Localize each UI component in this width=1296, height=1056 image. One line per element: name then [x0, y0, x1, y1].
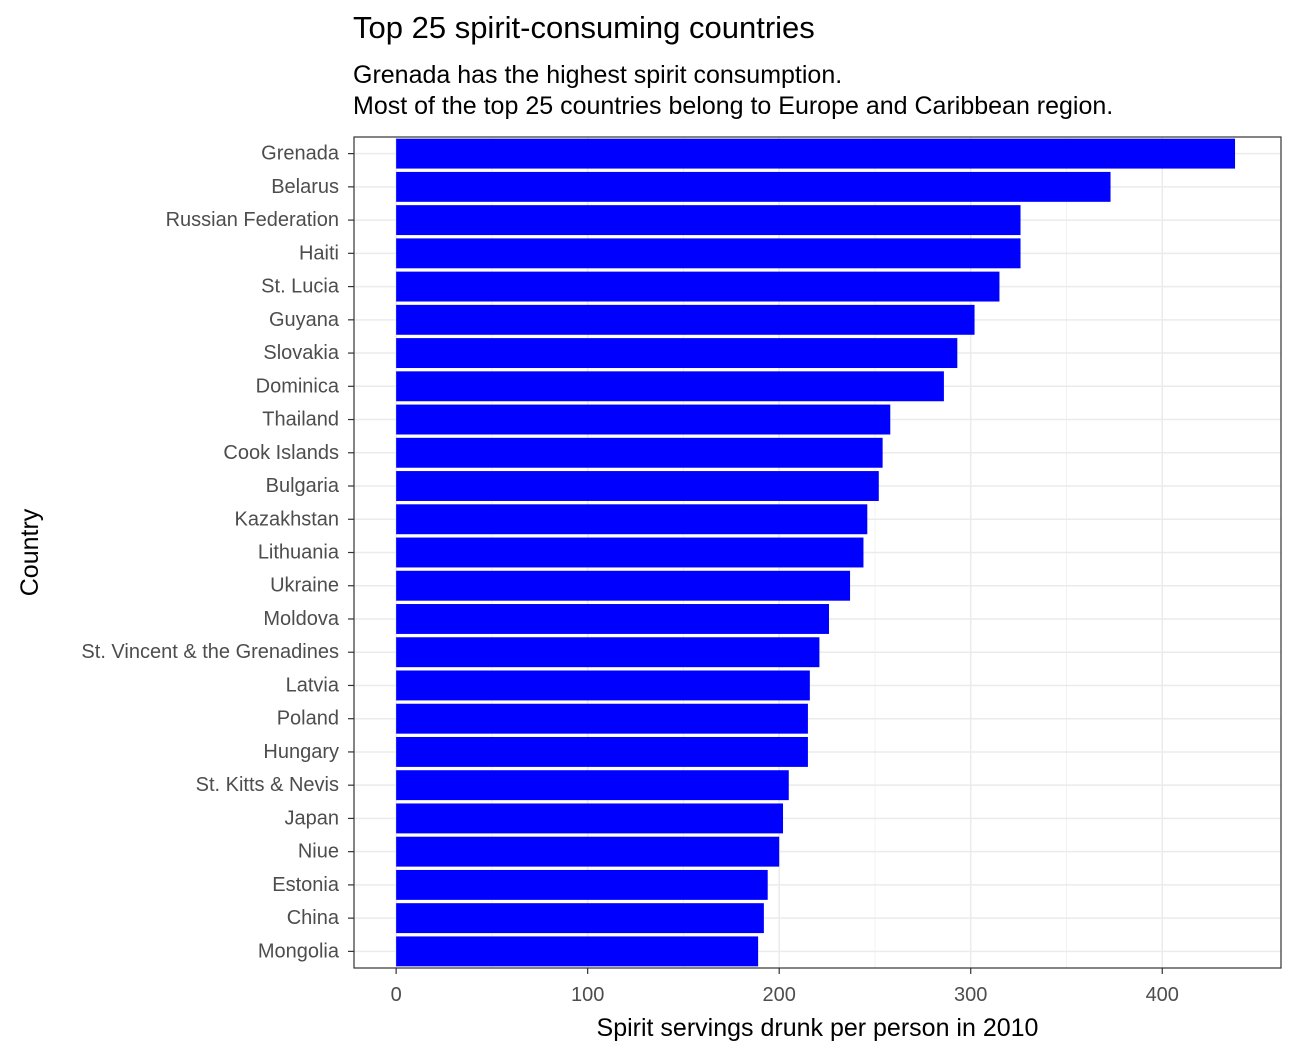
bar-mongolia [396, 936, 759, 967]
y-tick-label: Dominica [256, 375, 340, 397]
bar-japan [396, 803, 784, 834]
bar-grenada [396, 138, 1236, 169]
chart-title: Top 25 spirit-consuming countries [353, 10, 815, 45]
bar-kazakhstan [396, 504, 868, 535]
bar-bulgaria [396, 471, 879, 501]
y-tick-label: Ukraine [270, 575, 339, 597]
bar-poland [396, 703, 808, 734]
y-tick-label: Estonia [272, 874, 340, 896]
y-tick-label: Russian Federation [166, 209, 339, 231]
y-axis: Grenada Belarus Russian Federation Haiti St.… [81, 143, 354, 962]
bar-st-lucia [396, 271, 1000, 302]
bar-estonia [396, 869, 768, 900]
x-tick-label: 0 [391, 984, 402, 1006]
bar-st-vincent-the-grenadines [396, 637, 820, 668]
y-tick-label: China [287, 907, 340, 929]
y-tick-label: St. Lucia [261, 276, 340, 298]
y-axis-title: Country [16, 508, 44, 596]
x-tick-label: 100 [571, 984, 604, 1006]
y-tick-label: Poland [277, 708, 339, 730]
y-tick-label: Haiti [299, 242, 339, 264]
bar-guyana [396, 304, 975, 335]
x-axis-title: Spirit servings drunk per person in 2010 [597, 1014, 1039, 1042]
x-tick-label: 200 [763, 984, 796, 1006]
bar-dominica [396, 371, 944, 402]
bar-niue [396, 836, 780, 867]
y-tick-label: Moldova [263, 608, 339, 630]
y-tick-label: Kazakhstan [234, 508, 339, 530]
bar-lithuania [396, 537, 864, 568]
y-tick-label: Hungary [263, 741, 339, 763]
y-tick-label: Niue [298, 841, 339, 863]
bar-belarus [396, 171, 1111, 202]
bar-hungary [396, 736, 808, 767]
subtitle-line-2: Most of the top 25 countries belong to E… [353, 92, 1114, 120]
y-tick-label: Cook Islands [223, 442, 339, 464]
bar-russian-federation [396, 205, 1021, 236]
bar-china [396, 903, 764, 934]
y-tick-label: St. Vincent & the Grenadines [81, 641, 339, 663]
bar-ukraine [396, 570, 851, 601]
y-tick-label: Lithuania [258, 542, 340, 564]
y-tick-label: Mongolia [258, 940, 340, 962]
bar-latvia [396, 670, 810, 701]
y-tick-label: Latvia [286, 674, 340, 696]
bars [396, 138, 1236, 967]
x-tick-label: 400 [1146, 984, 1179, 1006]
x-axis: 0 100 200 300 400 [391, 968, 1179, 1006]
bar-slovakia [396, 338, 958, 369]
y-tick-label: Guyana [269, 309, 340, 331]
y-tick-label: Grenada [261, 143, 340, 165]
y-tick-label: Slovakia [263, 342, 339, 364]
y-tick-label: Thailand [262, 409, 339, 431]
bar-thailand [396, 404, 891, 435]
y-tick-label: Belarus [271, 176, 339, 198]
subtitle-line-1: Grenada has the highest spirit consumpti… [353, 61, 843, 89]
bar-haiti [396, 238, 1021, 269]
y-tick-label: Japan [285, 807, 340, 829]
chart-subtitle: Grenada has the highest spirit consumpti… [353, 60, 1113, 122]
bar-st-kitts-nevis [396, 770, 789, 801]
y-tick-label: St. Kitts & Nevis [196, 774, 339, 796]
bar-moldova [396, 604, 829, 634]
y-tick-label: Bulgaria [266, 475, 340, 497]
bar-cook-islands [396, 437, 883, 468]
x-tick-label: 300 [954, 984, 987, 1006]
